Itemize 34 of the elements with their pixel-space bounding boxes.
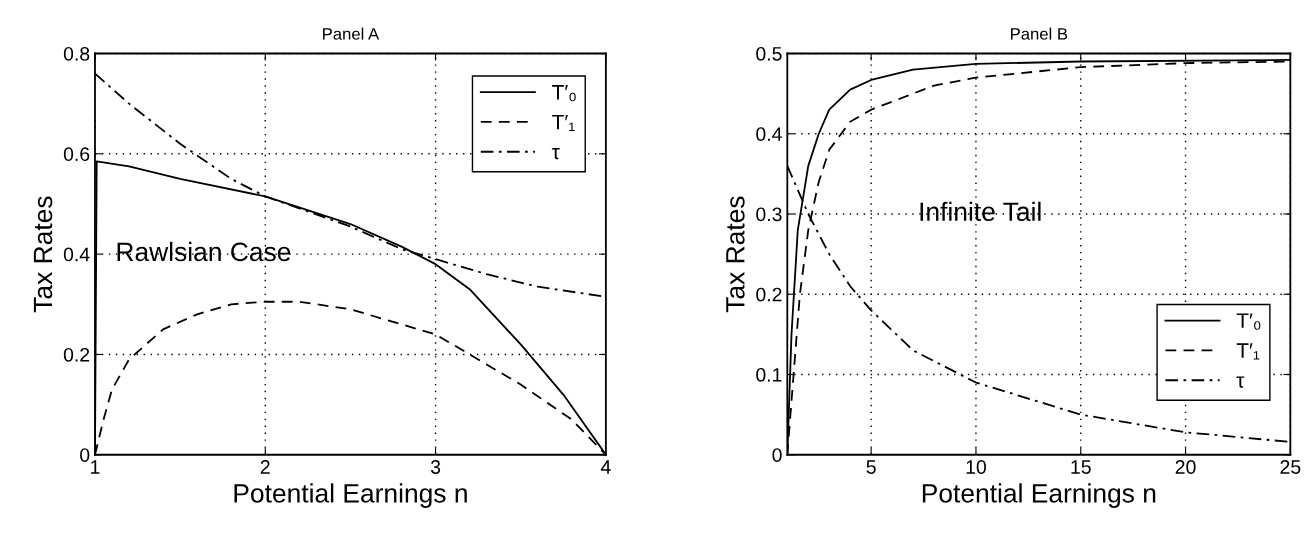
y-tick-label: 0 [80, 448, 90, 462]
x-axis-title: Potential Earnings n [234, 483, 467, 508]
x-tick-label: 2 [260, 460, 270, 474]
y-tick-label: 0.3 [756, 207, 782, 222]
y-axis-title: Tax Rates [726, 196, 745, 313]
x-axis-title: Potential Earnings n [922, 483, 1156, 508]
legend-label: T′₁ [552, 114, 575, 131]
x-tick-label: 4 [600, 460, 611, 474]
x-tick-label: 20 [1175, 460, 1196, 474]
x-tick-label: 3 [430, 460, 441, 474]
annotation: Rawlsian Case [117, 241, 291, 262]
y-tick-label: 0.5 [756, 46, 782, 61]
legend-label: τ [1236, 376, 1245, 388]
y-tick-label: 0.2 [756, 287, 782, 302]
x-tick-label: 10 [966, 460, 986, 474]
x-tick-label: 5 [866, 460, 876, 474]
legend-label: T′₀ [552, 85, 576, 102]
y-axis-title: Tax Rates [33, 196, 53, 313]
legend-label: T′₁ [1236, 343, 1260, 360]
y-tick-label: 0.6 [63, 147, 90, 162]
legend-label: τ [551, 148, 560, 160]
y-tick-label: 0.4 [63, 247, 90, 262]
y-tick-label: 0 [772, 448, 782, 462]
y-tick-label: 0.2 [63, 347, 90, 362]
y-tick-label: 0.4 [756, 127, 782, 141]
y-tick-label: 0.1 [756, 367, 782, 382]
annotation: Infinite Tail [920, 201, 1041, 222]
y-tick-label: 0.8 [63, 46, 90, 61]
x-tick-label: 15 [1071, 460, 1091, 474]
chart-title: Panel B [1011, 27, 1068, 40]
x-tick-label: 25 [1280, 460, 1301, 474]
chart-title: Panel A [323, 27, 380, 40]
x-tick-label: 1 [91, 460, 100, 474]
legend-label: T′₀ [1236, 313, 1261, 330]
